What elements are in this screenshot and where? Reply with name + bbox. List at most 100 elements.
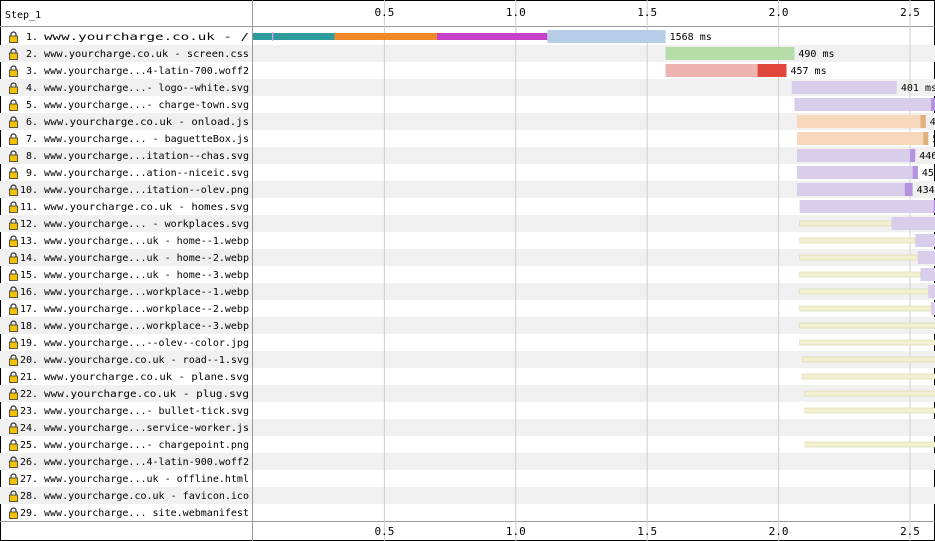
request-label: www.yourcharge...uk - home--1.webp (44, 236, 249, 247)
lock-icon (9, 388, 18, 400)
axis-ticks: 0.50.51.01.01.51.52.02.02.52.53.03.03.53… (374, 6, 920, 538)
request-number: 22. (20, 389, 38, 400)
ttfb-bar (794, 98, 932, 111)
request-number: 11. (20, 202, 38, 213)
download-bar (904, 183, 913, 196)
row-background (0, 283, 935, 300)
request-label: www.yourcharge...uk - home--2.webp (44, 253, 249, 264)
duration-label: 1568 ms (670, 32, 712, 43)
ttfb-bar (915, 234, 935, 247)
step-label: Step_1 (5, 10, 41, 21)
ttfb-bar (799, 200, 934, 213)
connect-bar (334, 33, 437, 40)
request-number: 16. (20, 287, 38, 298)
request-label: www.yourcharge...4-latin-700.woff2 (44, 66, 249, 77)
request-label: www.yourcharge...workplace--1.webp (44, 287, 249, 298)
row-background (0, 113, 935, 130)
tick-label-top: 1.5 (637, 6, 657, 19)
wait-bar (799, 237, 916, 244)
row-background (0, 181, 935, 198)
request-number: 27. (20, 474, 38, 485)
ttfb-bar (891, 217, 935, 230)
request-number: 13. (20, 236, 38, 247)
request-label: www.yourcharge... - workplaces.svg (44, 219, 249, 230)
tick-label-top: 2.5 (900, 6, 920, 19)
lock-icon (9, 235, 18, 247)
request-number: 23. (20, 406, 38, 417)
duration-label: 446 ms (919, 151, 935, 162)
row-background (0, 385, 935, 402)
duration-label: 457 ms (790, 66, 826, 77)
lock-icon (9, 405, 18, 417)
row-background (0, 419, 935, 436)
request-number: 15. (20, 270, 38, 281)
request-label: www.yourcharge.co.uk - homes.svg (44, 202, 249, 213)
lock-icon (9, 184, 18, 196)
request-number: 17. (20, 304, 38, 315)
wait-bar (799, 220, 892, 227)
lock-icon (9, 31, 18, 43)
wait-bar (799, 271, 921, 278)
request-number: 29. (20, 508, 38, 519)
request-number: 3. (26, 66, 38, 77)
request-number: 9. (26, 168, 38, 179)
dns-bar (253, 33, 335, 40)
request-number: 7. (26, 134, 38, 145)
tick-label-bottom: 2.0 (769, 525, 789, 538)
request-label: www.yourcharge...service-worker.js (44, 423, 249, 434)
lock-icon (9, 269, 18, 281)
lock-icon (9, 48, 18, 60)
request-label: www.yourcharge...workplace--3.webp (44, 321, 249, 332)
lock-icon (9, 133, 18, 145)
request-number: 5. (26, 100, 38, 111)
request-bars (253, 30, 935, 448)
request-number: 10. (20, 185, 38, 196)
download-bar (910, 149, 916, 162)
tick-label-bottom: 1.5 (637, 525, 657, 538)
wait-bar (799, 339, 935, 346)
lock-icon (9, 201, 18, 213)
tick-label-bottom: 1.0 (506, 525, 526, 538)
row-background (0, 453, 935, 470)
request-number: 21. (20, 372, 38, 383)
lock-icon (9, 303, 18, 315)
wait-bar (804, 441, 935, 448)
request-label: www.yourcharge...uk - offline.html (44, 474, 249, 485)
request-label: www.yourcharge...itation--olev.png (44, 185, 249, 196)
duration-label: 493 ms (930, 117, 935, 128)
ttfb-bar (920, 268, 935, 281)
request-number: 12. (20, 219, 38, 230)
ttfb-bar (547, 30, 666, 43)
row-background (0, 487, 935, 504)
ttfb-bar (796, 183, 905, 196)
request-number: 28. (20, 491, 38, 502)
download-bar (933, 200, 935, 213)
download-bar (931, 98, 935, 111)
request-number: 26. (20, 457, 38, 468)
duration-label: 401 ms (901, 83, 935, 94)
ttfb-bar (796, 132, 924, 145)
download-bar (912, 166, 918, 179)
wait-bar (799, 305, 932, 312)
lock-icon (9, 82, 18, 94)
ttfb-bar (791, 81, 897, 94)
ttfb-bar (796, 115, 921, 128)
ssl-bar (436, 33, 548, 40)
row-background (0, 351, 935, 368)
request-label: www.yourcharge.co.uk - screen.css (44, 49, 249, 60)
lock-icon (9, 354, 18, 366)
request-label: www.yourcharge...uk - home--3.webp (44, 270, 249, 281)
wait-bar (804, 407, 935, 414)
lock-icon (9, 490, 18, 502)
request-label: www.yourcharge...- charge-town.svg (44, 100, 249, 111)
ttfb-bar (796, 149, 910, 162)
lock-icon (9, 439, 18, 451)
lock-icon (9, 320, 18, 332)
row-background (0, 147, 935, 164)
lock-icon (9, 218, 18, 230)
request-number: 4. (26, 83, 38, 94)
lock-icon (9, 116, 18, 128)
tick-label-bottom: 0.5 (374, 525, 394, 538)
